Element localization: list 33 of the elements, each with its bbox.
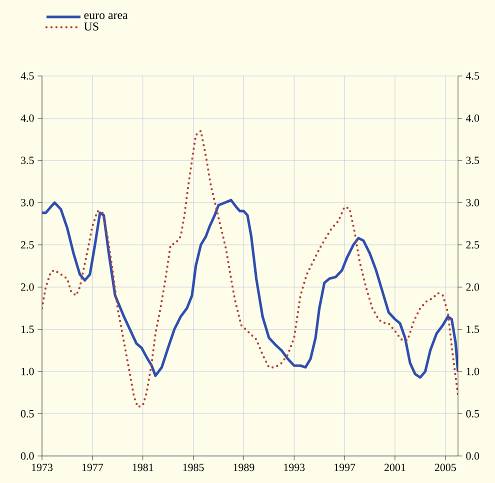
- y-tick-label: 0.0: [20, 452, 34, 460]
- y2-tick-label: 1.0: [466, 368, 480, 376]
- y2-tick-label: 0.0: [466, 452, 480, 460]
- x-tick-label: 2001: [384, 464, 406, 472]
- y2-tick-label: 0.5: [466, 410, 480, 418]
- y2-tick-label: 3.0: [466, 198, 480, 206]
- x-tick-label: 1981: [132, 464, 154, 472]
- x-tick-label: 2005: [434, 464, 456, 472]
- y-tick-label: 0.5: [20, 410, 34, 418]
- y-tick-label: 4.5: [20, 72, 34, 80]
- y-tick-label: 3.0: [21, 198, 34, 206]
- x-tick-label: 1997: [334, 464, 356, 472]
- y-tick-label: 2.5: [21, 241, 34, 249]
- y-tick-label: 1.5: [22, 326, 34, 334]
- y2-tick-label: 4.5: [466, 72, 480, 80]
- y-tick-label: 4.0: [20, 114, 34, 122]
- x-tick-label: 1989: [234, 464, 254, 472]
- x-tick-label: 1973: [32, 464, 53, 472]
- line-series: [42, 130, 458, 408]
- legend-label: euro area: [84, 13, 128, 20]
- legend-label: US: [84, 22, 98, 31]
- y2-tick-label: 4.0: [466, 114, 480, 122]
- y2-tick-label: 2.0: [466, 283, 480, 291]
- x-tick-label: 1977: [82, 464, 104, 472]
- x-tick-label: 1985: [183, 464, 204, 472]
- y-tick-label: 1.0: [22, 368, 34, 376]
- y2-tick-label: 2.5: [466, 241, 480, 249]
- y2-tick-label: 3.5: [466, 156, 480, 164]
- y2-tick-label: 1.5: [466, 326, 480, 334]
- y-tick-label: 3.5: [21, 156, 34, 164]
- line-series: [42, 198, 458, 379]
- x-tick-label: 1993: [284, 464, 305, 472]
- y-tick-label: 2.0: [21, 283, 34, 291]
